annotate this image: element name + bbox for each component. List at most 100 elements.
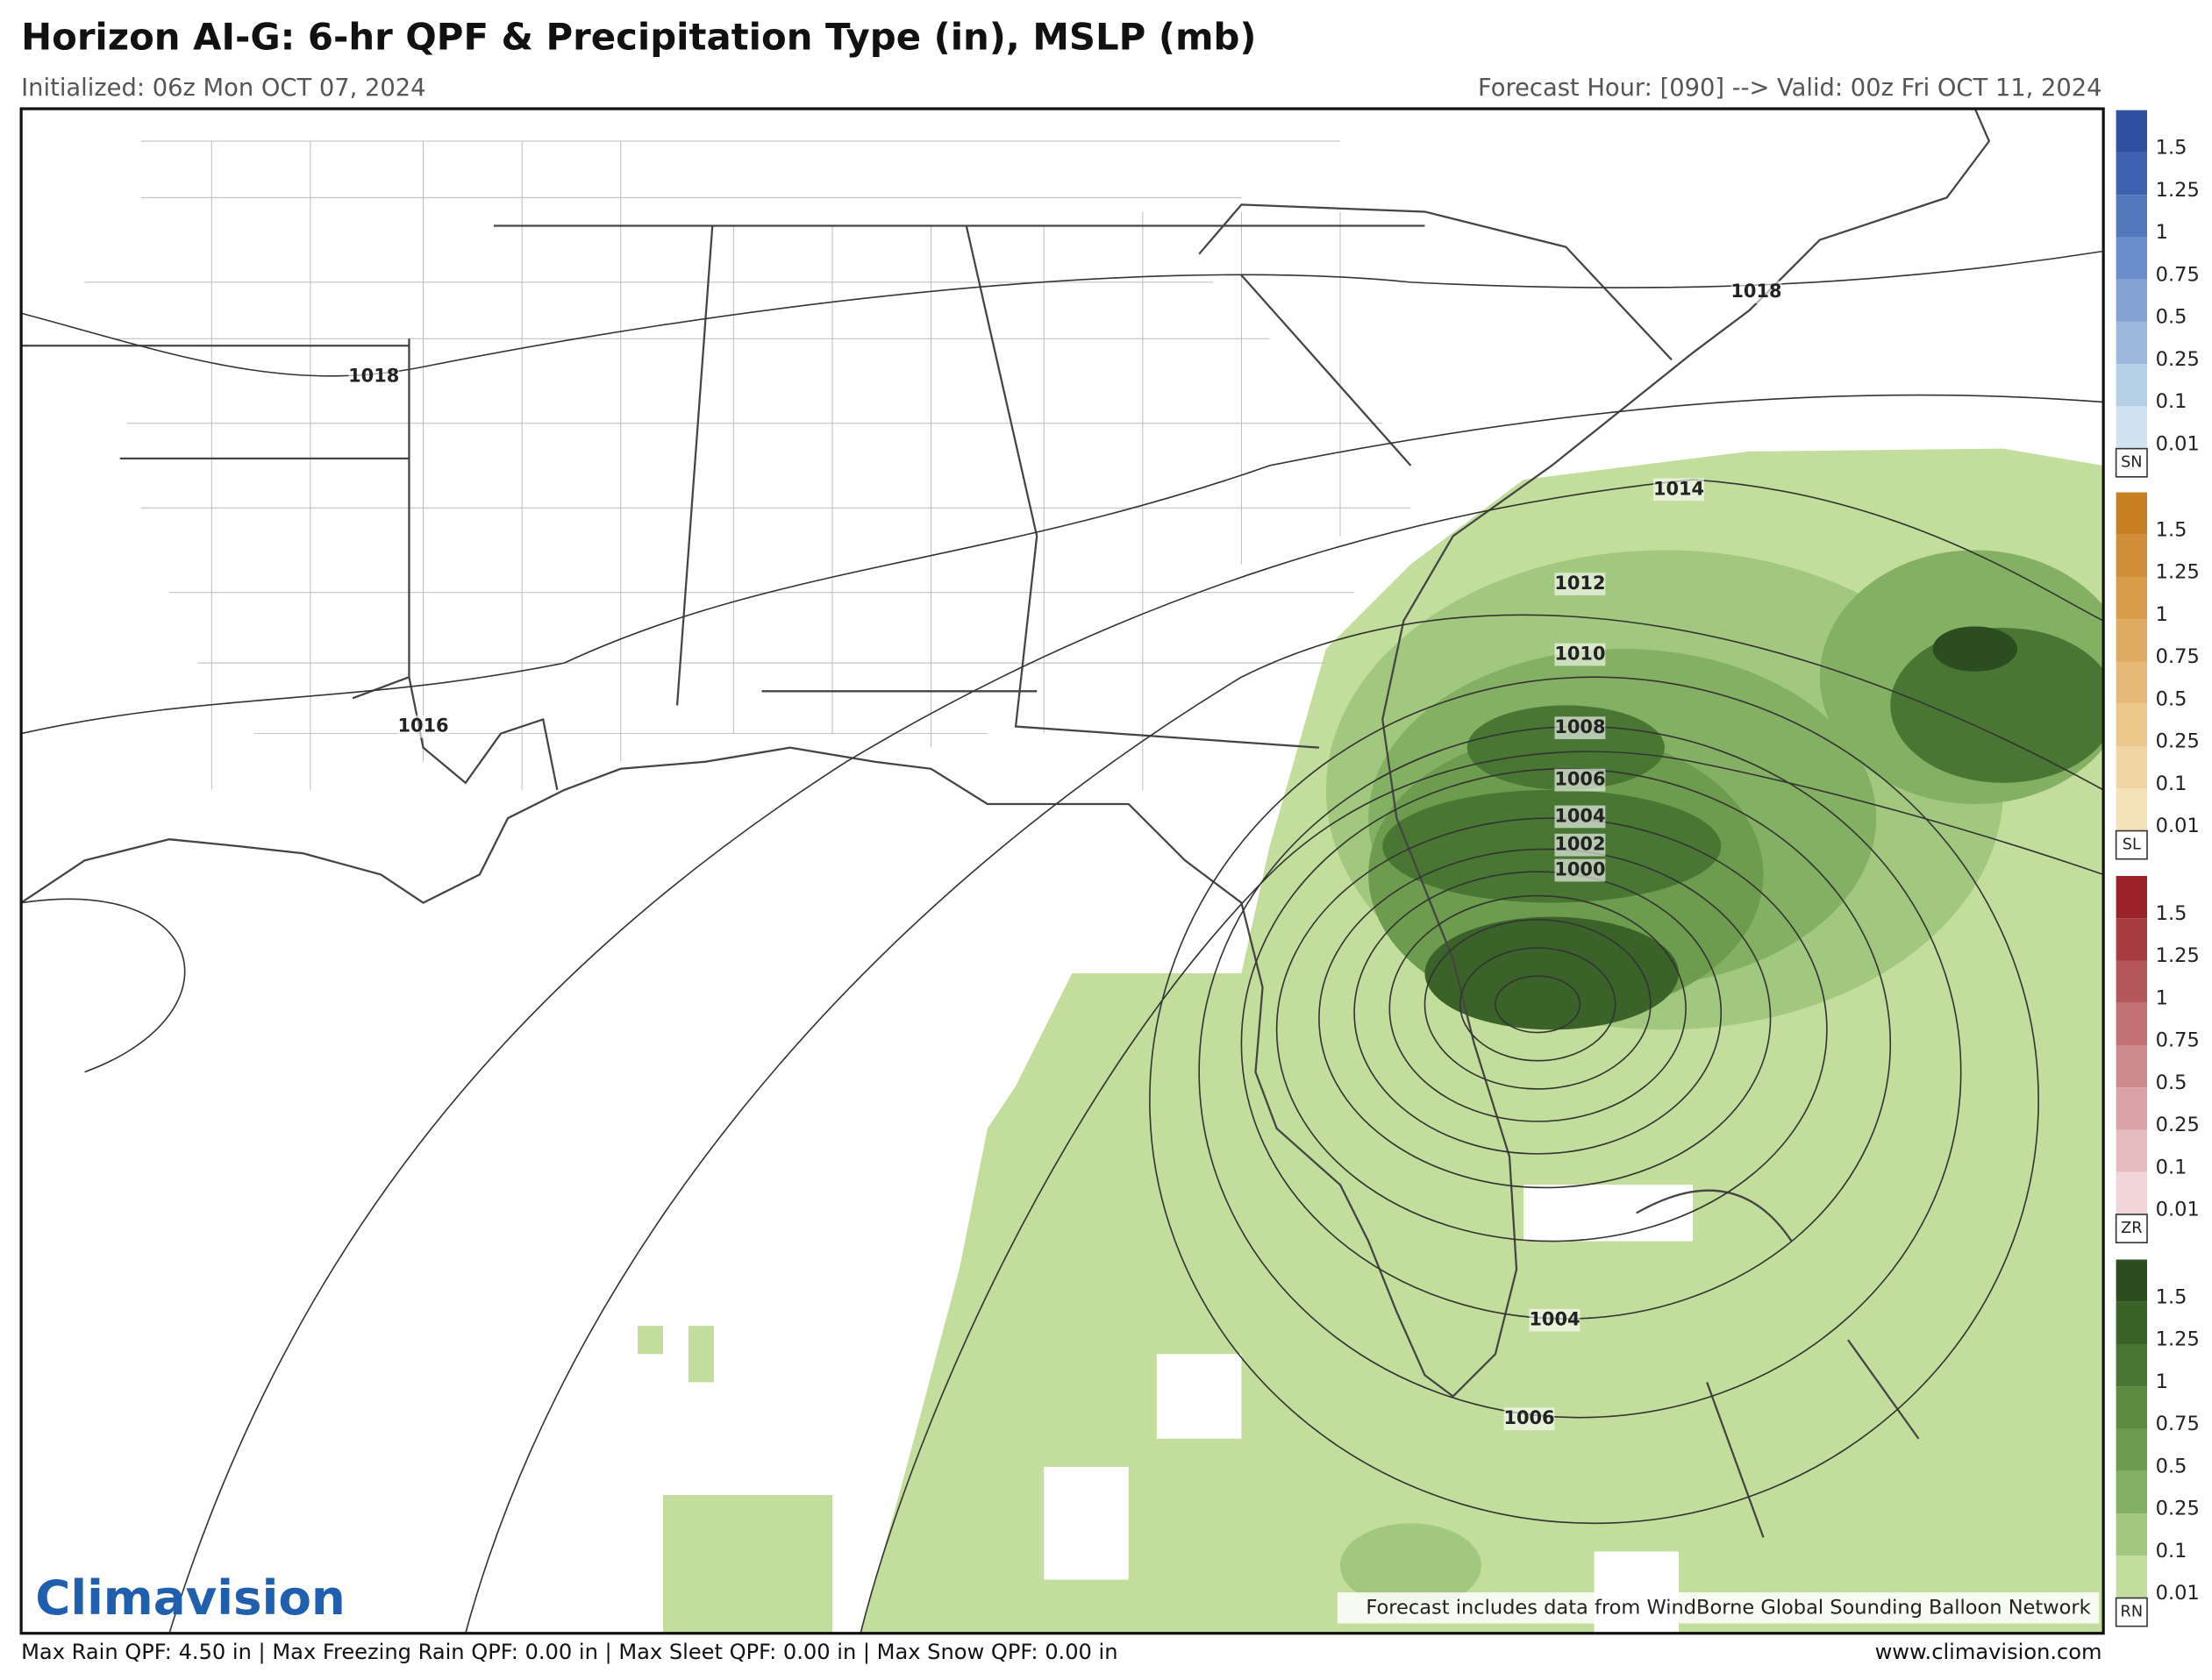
- isobar-label: 1006: [1554, 769, 1605, 790]
- legend-label: 1.5: [2156, 137, 2187, 160]
- legend-label: 0.25: [2156, 1498, 2200, 1520]
- legend-tag-box: [2115, 1214, 2148, 1244]
- isobar-label: 1000: [1554, 859, 1605, 880]
- isobar-label: 1006: [1503, 1407, 1554, 1428]
- isobar-label-bg: [1653, 478, 1704, 502]
- legend-label: 0.75: [2156, 645, 2200, 668]
- legend-swatch: [2116, 1129, 2148, 1172]
- footer-url: www.climavision.com: [1875, 1640, 2102, 1664]
- isobar-label: 1014: [1653, 478, 1704, 499]
- isobar-label-bg: [1503, 1407, 1555, 1431]
- isobar-labels: 1018 1018 1014 1012 1010 1008 1006 1004 1002 1000…: [348, 281, 1782, 1431]
- isobar-label-bg: [1554, 805, 1606, 829]
- legend-swatch: [2116, 534, 2148, 578]
- legend-label: 0.75: [2156, 1413, 2200, 1435]
- legend-label: 0.01: [2156, 432, 2200, 455]
- legend-label: 1.5: [2156, 902, 2187, 925]
- initialized: Initialized: 06z Mon OCT 07, 2024: [21, 75, 425, 102]
- legend-swatch: [2116, 195, 2148, 238]
- legend-label: 0.01: [2156, 815, 2200, 837]
- legend-swatch: [2116, 577, 2148, 620]
- isobar-label: 1008: [1554, 716, 1605, 737]
- legend-swatch: [2116, 960, 2148, 1003]
- map: 1018 1018 1014 1012 1010 1008 1006 1004 1002 1000…: [21, 109, 2104, 1634]
- isobar-label-bg: [1554, 573, 1606, 595]
- legend-label: 1.25: [2156, 179, 2200, 202]
- legend-swatch: [2116, 1301, 2148, 1345]
- title: Horizon AI-G: 6-hr QPF & Precipitation T…: [21, 16, 1256, 59]
- legend-swatch: [2116, 110, 2148, 153]
- legend-label: 0.25: [2156, 730, 2200, 753]
- legend-swatch: [2116, 406, 2148, 449]
- legend-label: 0.01: [2156, 1582, 2200, 1605]
- credit-box: [1337, 1592, 2100, 1624]
- legend-swatch: [2116, 661, 2148, 704]
- legend-swatch: [2116, 1045, 2148, 1088]
- legend-tag: RN: [2121, 1604, 2144, 1621]
- legend-label: 0.1: [2156, 772, 2187, 795]
- legend-swatch: [2116, 279, 2148, 322]
- footer-stats: Max Rain QPF: 4.50 in | Max Freezing Rai…: [21, 1640, 1117, 1664]
- logo: Climavision: [35, 1570, 346, 1626]
- legend-label: 1.25: [2156, 1328, 2200, 1351]
- isobar-label: 1010: [1554, 643, 1605, 664]
- legend-tag-box: [2115, 829, 2148, 860]
- legend-label: 0.5: [2156, 687, 2187, 710]
- legend-label: 0.75: [2156, 1029, 2200, 1052]
- legend-label: 0.1: [2156, 390, 2187, 413]
- legend-swatch: [2116, 364, 2148, 407]
- legend: 1.5 1.25 1 0.75 0.5 0.25 0.1 0.01 SN 1.5 1.25 1 0.75…: [2115, 110, 2200, 1627]
- isobar-label-bg: [1554, 858, 1606, 882]
- legend-label: 1: [2156, 221, 2168, 244]
- isobar-label: 1004: [1554, 805, 1605, 826]
- isobar-label-bg: [1554, 833, 1606, 857]
- isobar-label-bg: [348, 365, 400, 388]
- isobars: [21, 250, 2104, 1634]
- isobar-label: 1004: [1529, 1309, 1580, 1330]
- map-frame: [19, 107, 2105, 1635]
- legend-swatch: [2116, 918, 2148, 961]
- legend-label: 1: [2156, 603, 2168, 626]
- isobar-label: 1018: [348, 366, 399, 387]
- legend-label: 0.1: [2156, 1540, 2187, 1563]
- legend-label: 0.1: [2156, 1156, 2187, 1178]
- legend-swatch: [2116, 1428, 2148, 1471]
- legend-swatch: [2116, 492, 2148, 535]
- legend-label: 0.5: [2156, 306, 2187, 329]
- credit: Forecast includes data from WindBorne Gl…: [1366, 1596, 2090, 1619]
- legend-label: 0.01: [2156, 1199, 2200, 1221]
- legend-swatch: [2116, 1555, 2148, 1598]
- legend-label: 1.25: [2156, 944, 2200, 967]
- legend-label: 1: [2156, 986, 2168, 1009]
- legend-swatch: [2116, 321, 2148, 365]
- isobar-label-bg: [1554, 643, 1606, 666]
- legend-tag-box: [2115, 1597, 2148, 1627]
- forecast-valid: Forecast Hour: [090] --> Valid: 00z Fri …: [1478, 75, 2102, 102]
- isobar-label: 1018: [1730, 281, 1781, 302]
- isobar-label: 1016: [397, 715, 448, 737]
- legend-label: 0.5: [2156, 1455, 2187, 1477]
- isobar-label-bg: [1529, 1308, 1581, 1332]
- legend-label: 0.25: [2156, 348, 2200, 371]
- legend-swatch: [2116, 876, 2148, 919]
- legend-label: 0.25: [2156, 1114, 2200, 1136]
- legend-swatch: [2116, 1386, 2148, 1429]
- legend-swatch: [2116, 1087, 2148, 1130]
- legend-tag: SL: [2123, 836, 2141, 854]
- legend-tag: SN: [2121, 454, 2142, 472]
- legend-swatch: [2116, 703, 2148, 747]
- legend-swatch: [2116, 1344, 2148, 1387]
- isobar-label: 1012: [1554, 573, 1605, 594]
- isobar-label-bg: [1554, 716, 1606, 739]
- isobar-label-bg: [1554, 768, 1606, 792]
- legend-swatch: [2116, 237, 2148, 280]
- legend-label: 0.75: [2156, 263, 2200, 286]
- legend-swatch: [2116, 1513, 2148, 1556]
- isobar-label-bg: [1730, 281, 1782, 303]
- legend-swatch: [2116, 1259, 2148, 1302]
- legend-label: 1.25: [2156, 561, 2200, 584]
- legend-label: 1.5: [2156, 518, 2187, 541]
- legend-tag: ZR: [2121, 1220, 2142, 1237]
- legend-swatch: [2116, 746, 2148, 789]
